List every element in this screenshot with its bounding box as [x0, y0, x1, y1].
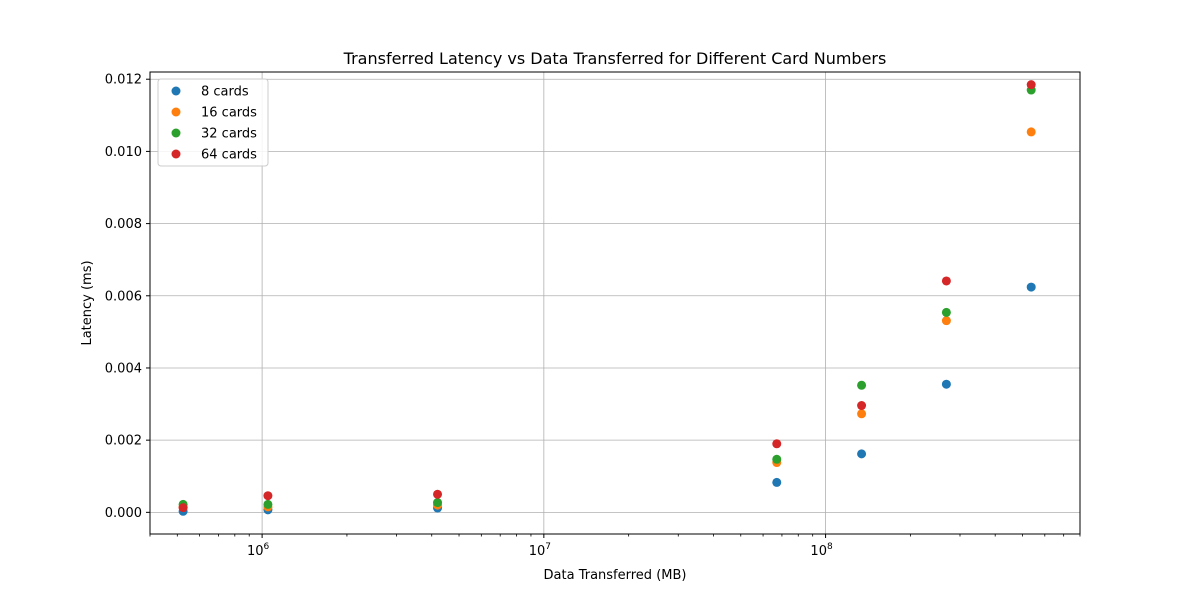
data-point — [772, 477, 782, 487]
y-tick-label: 0.008 — [105, 217, 142, 232]
legend-marker — [171, 86, 181, 96]
x-axis-label: Data Transferred (MB) — [544, 568, 687, 583]
legend-marker — [171, 107, 181, 117]
data-point — [433, 489, 443, 499]
x-tick-label: 107 — [529, 542, 551, 559]
legend-label: 16 cards — [201, 106, 257, 121]
grid-lines — [150, 72, 1080, 534]
x-tick-label: 106 — [247, 542, 270, 559]
legend-box — [157, 78, 269, 167]
data-point — [857, 409, 867, 419]
data-point — [1026, 282, 1036, 292]
y-tick-label: 0.012 — [105, 73, 142, 88]
data-point — [1026, 127, 1036, 137]
data-point — [941, 307, 951, 317]
y-axis-ticks: 0.000 0.002 0.004 0.006 0.008 0.010 0.012 — [105, 73, 150, 521]
y-axis-label: Latency (ms) — [80, 260, 95, 345]
chart-title: Transferred Latency vs Data Transferred … — [343, 49, 887, 68]
data-point — [857, 449, 867, 459]
data-point — [263, 499, 273, 509]
data-point — [941, 379, 951, 389]
data-point — [857, 401, 867, 411]
data-point — [1026, 80, 1036, 90]
y-tick-label: 0.004 — [105, 361, 142, 376]
plot-frame — [149, 71, 1081, 535]
data-point — [433, 498, 443, 508]
data-point — [941, 276, 951, 286]
y-tick-label: 0.006 — [105, 289, 142, 304]
legend-label: 8 cards — [201, 85, 249, 100]
data-point — [178, 503, 188, 513]
data-point — [263, 491, 273, 501]
legend-label: 64 cards — [201, 148, 257, 163]
y-tick-label: 0.000 — [105, 506, 142, 521]
data-point — [772, 454, 782, 464]
legend-label: 32 cards — [201, 127, 257, 142]
legend-marker — [171, 149, 181, 159]
data-point — [941, 316, 951, 326]
data-points — [178, 80, 1036, 516]
data-point — [772, 439, 782, 449]
x-axis-ticks: 106 107 108 — [149, 534, 1081, 559]
data-point — [857, 380, 867, 390]
x-tick-label: 108 — [810, 542, 833, 559]
legend: 8 cards 16 cards 32 cards 64 cards — [157, 78, 269, 167]
legend-marker — [171, 128, 181, 138]
y-tick-label: 0.010 — [105, 145, 142, 160]
y-tick-label: 0.002 — [105, 434, 142, 449]
